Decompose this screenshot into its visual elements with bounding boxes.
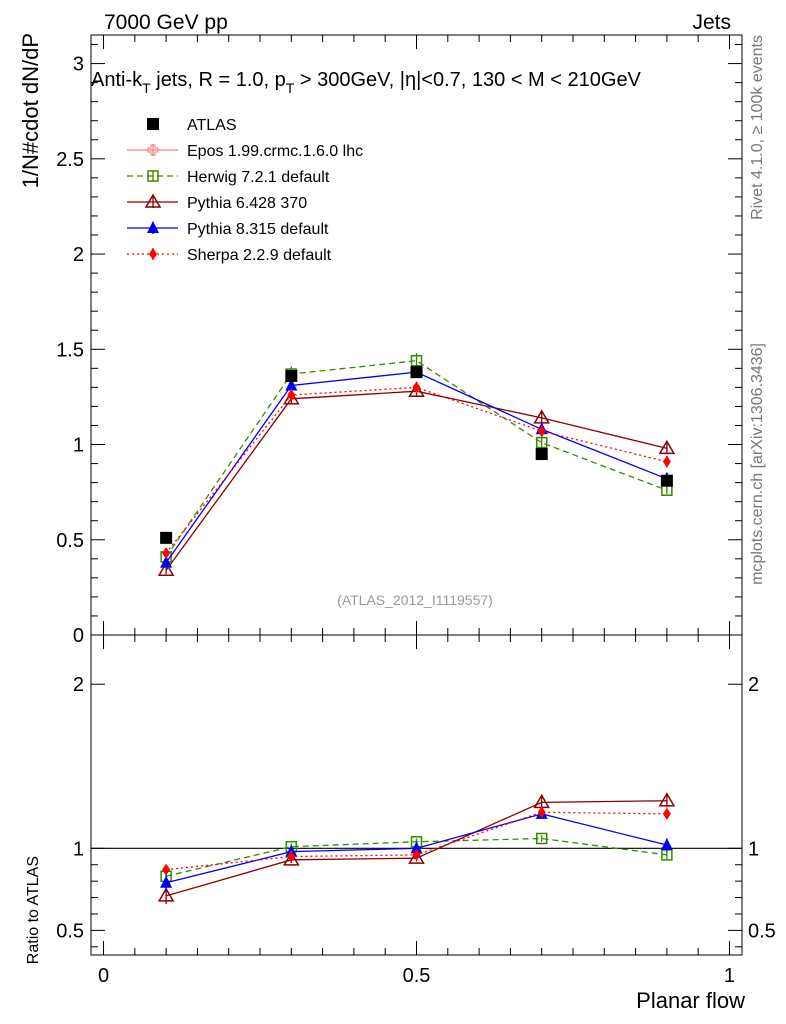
ratio-tick-label: 2 — [73, 674, 84, 696]
data-point — [535, 436, 548, 449]
ratio-tick-label: 0.5 — [56, 920, 84, 942]
legend-label: Epos 1.99.crmc.1.6.0 lhc — [187, 143, 363, 160]
data-point — [162, 547, 171, 560]
data-point — [285, 378, 298, 391]
atlas-data-point — [660, 474, 673, 487]
header-right: Jets — [692, 11, 731, 34]
axes-layer: 0 0.5 1 0 0.5 1 1.5 2 2.5 3 0.5 0.5 1 1 2 2 — [56, 35, 776, 987]
header-left: 7000 GeV pp — [104, 11, 228, 34]
legend-marker — [147, 221, 159, 233]
y-tick-label: 3 — [73, 54, 84, 76]
ratio-point — [160, 875, 173, 888]
legend-marker — [147, 144, 159, 156]
data-point — [160, 555, 173, 568]
ratio-tick-label-right: 1 — [748, 838, 759, 860]
data-point — [412, 381, 421, 394]
y-tick-label: 1.5 — [56, 339, 84, 361]
data-point — [537, 425, 546, 438]
legend-marker — [147, 170, 159, 182]
y-tick-label: 2 — [73, 244, 84, 266]
x-axis-label: Planar flow — [636, 988, 745, 1013]
ratio-point — [283, 851, 300, 866]
ratio-point — [412, 848, 421, 861]
legend-label: Herwig 7.2.1 default — [187, 169, 330, 186]
plot-title: Anti-kT jets, R = 1.0, pT > 300GeV, |η|<… — [91, 69, 642, 96]
data-point — [283, 390, 300, 405]
ratio-point — [162, 863, 171, 876]
x-tick-label: 0.5 — [403, 965, 431, 987]
y-tick-label: 1 — [73, 435, 84, 457]
ratio-panel-frame — [90, 634, 743, 956]
y-axis-label: 1/N#cdot dN/dP — [18, 33, 43, 188]
x-tick-label: 1 — [724, 965, 735, 987]
ratio-axis-label: Ratio to ATLAS — [25, 856, 42, 964]
series-line — [165, 360, 668, 558]
legend-marker — [149, 248, 157, 260]
atlas-data-point — [535, 448, 548, 461]
atlas-data-point — [285, 369, 298, 382]
ratio-tick-label: 1 — [73, 838, 84, 860]
data-point — [408, 382, 425, 397]
legend-label: Pythia 8.315 default — [187, 221, 329, 238]
data-point — [658, 439, 676, 455]
legend-label: Pythia 6.428 370 — [187, 195, 307, 212]
mcplots-label: mcplots.cern.ch [arXiv:1306.3436] — [749, 343, 766, 585]
ratio-tick-label-right: 0.5 — [748, 920, 776, 942]
rivet-version-label: Rivet 4.1.0, ≥ 100k events — [749, 35, 766, 220]
ratio-point — [408, 849, 425, 864]
y-tick-label: 0.5 — [56, 530, 84, 552]
ratio-point — [658, 792, 676, 807]
legend-marker — [147, 118, 159, 130]
series-layer — [157, 353, 676, 905]
atlas-data-point — [410, 366, 423, 379]
y-tick-label: 2.5 — [56, 149, 84, 171]
ratio-point — [535, 832, 548, 845]
ratio-point — [157, 887, 175, 902]
data-point — [157, 561, 175, 576]
legend-label: Sherpa 2.2.9 default — [187, 247, 332, 264]
x-tick-label: 0 — [98, 965, 109, 987]
legend-marker — [144, 193, 162, 208]
ratio-tick-label-right: 2 — [748, 674, 759, 696]
ratio-point — [410, 841, 423, 854]
ratio-point — [287, 850, 296, 863]
analysis-watermark: (ATLAS_2012_I1119557) — [337, 592, 493, 608]
legend: ATLAS Epos 1.99.crmc.1.6.0 lhc Herwig 7.2.… — [127, 117, 363, 264]
data-point — [287, 389, 296, 401]
y-tick-label: 0 — [73, 625, 84, 647]
data-point — [662, 455, 671, 468]
atlas-data-point — [160, 531, 173, 544]
series-line — [165, 386, 668, 554]
series-line — [165, 390, 668, 571]
ratio-point — [660, 838, 673, 851]
legend-label: ATLAS — [187, 117, 237, 134]
ratio-point — [662, 807, 671, 820]
ratio-point — [537, 806, 546, 819]
